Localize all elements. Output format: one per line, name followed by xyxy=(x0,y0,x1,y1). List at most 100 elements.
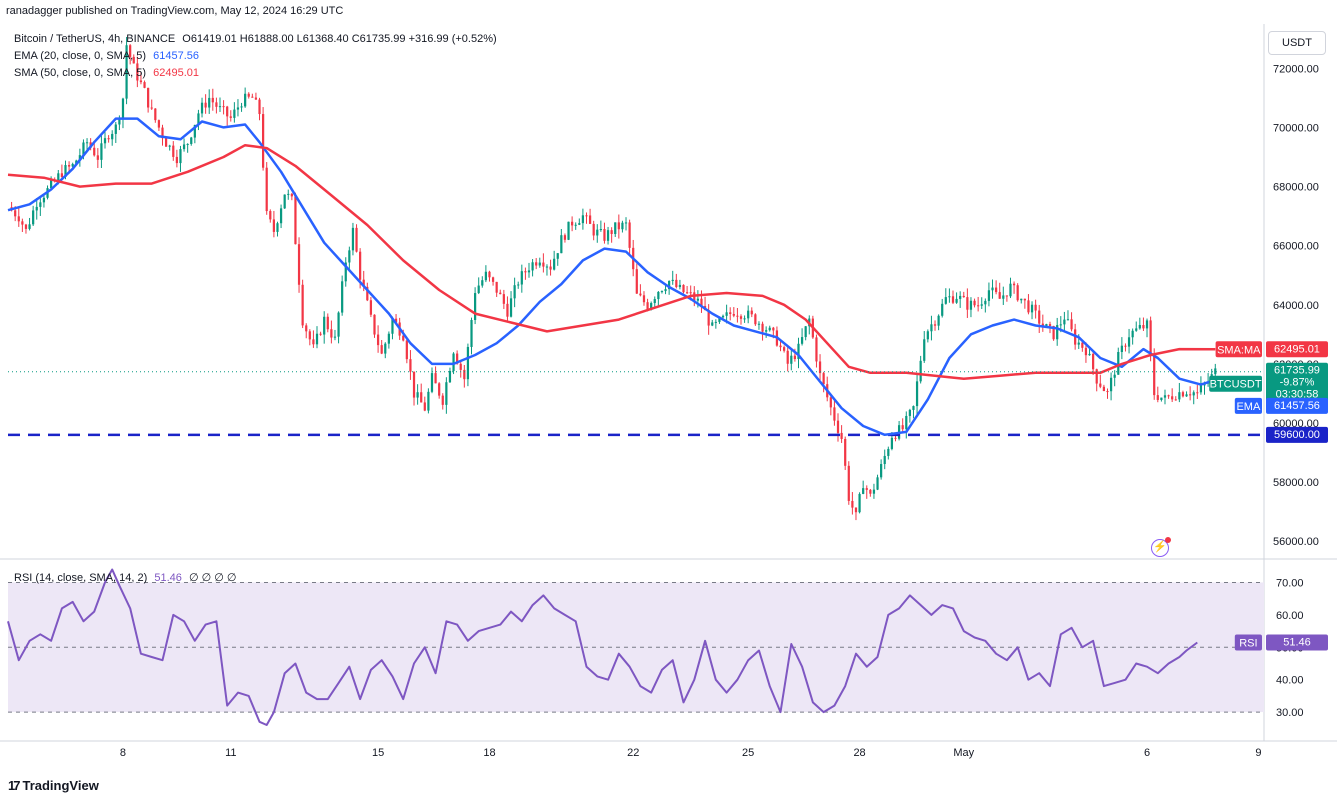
rsi-tick-label: 30.00 xyxy=(1276,707,1304,719)
candle-body xyxy=(660,291,664,293)
legend-ema-row[interactable]: EMA (20, close, 0, SMA, 5) 61457.56 xyxy=(14,50,199,62)
candle-body xyxy=(179,149,182,164)
rsi-tag-label-box xyxy=(1234,634,1262,651)
candle-body xyxy=(567,221,570,240)
candle-body xyxy=(161,127,164,139)
candle-body xyxy=(707,310,710,326)
candle-body xyxy=(438,383,441,396)
candle-body xyxy=(323,316,326,335)
candle-body xyxy=(348,250,351,263)
candle-body xyxy=(136,63,139,81)
candle-body xyxy=(391,318,394,334)
rsi-tick-label: 40.00 xyxy=(1276,675,1304,687)
candle-body xyxy=(872,489,876,494)
candle-body xyxy=(858,493,861,513)
candle-body xyxy=(39,202,42,207)
candle-body xyxy=(233,109,236,118)
time-tick-label: 25 xyxy=(742,747,754,759)
candle-body xyxy=(463,369,466,380)
candle-body xyxy=(682,284,685,293)
candle-body xyxy=(671,279,674,282)
legend-sma-label: SMA (50, close, 0, SMA, 5) xyxy=(14,67,147,79)
candle-body xyxy=(973,300,976,306)
candle-body xyxy=(955,298,958,303)
candle-body xyxy=(182,144,186,150)
candle-body xyxy=(905,415,908,430)
candle-body xyxy=(100,143,103,160)
candle-body xyxy=(700,298,703,307)
candle-body xyxy=(1027,300,1030,313)
candle-body xyxy=(553,258,556,270)
candle-body xyxy=(718,317,721,322)
candle-body xyxy=(308,331,311,340)
candle-body xyxy=(991,287,994,291)
candle-body xyxy=(1059,324,1062,326)
candle-body xyxy=(1030,304,1034,313)
candle-body xyxy=(1020,298,1023,301)
rsi-tick-label: 60.00 xyxy=(1276,610,1304,622)
candle-body xyxy=(215,102,218,107)
candle-body xyxy=(265,167,268,212)
candle-body xyxy=(836,420,840,433)
candle-body xyxy=(1041,323,1044,327)
rsi-tag-box xyxy=(1266,634,1328,651)
legend-rsi-row[interactable]: RSI (14, close, SMA, 14, 2) 51.46 ∅ ∅ ∅ … xyxy=(14,571,236,584)
candle-body xyxy=(279,208,283,224)
legend-symbol[interactable]: Bitcoin / TetherUS, 4h, BINANCE xyxy=(14,33,176,45)
candle-body xyxy=(951,296,955,303)
candle-body xyxy=(409,359,412,372)
candle-body xyxy=(204,102,207,108)
candle-body xyxy=(337,312,340,337)
candle-body xyxy=(14,210,17,217)
candle-body xyxy=(1070,319,1073,330)
candle-body xyxy=(1149,320,1152,357)
candle-body xyxy=(545,266,549,268)
candle-body xyxy=(560,235,563,254)
rsi-tag-label: RSI xyxy=(1239,638,1257,650)
candle-body xyxy=(639,293,642,296)
candle-body xyxy=(603,229,606,241)
legend-sma-row[interactable]: SMA (50, close, 0, SMA, 5) 62495.01 xyxy=(14,67,199,79)
candle-body xyxy=(67,165,71,167)
candle-body xyxy=(1005,295,1009,297)
candle-body xyxy=(82,142,85,156)
candle-body xyxy=(1077,342,1080,345)
tradingview-logo[interactable]: 17 TradingView xyxy=(8,778,99,793)
candle-body xyxy=(1045,324,1048,327)
currency-button[interactable]: USDT xyxy=(1268,31,1326,55)
candle-body xyxy=(362,279,365,287)
price-tick-label: 68000.00 xyxy=(1273,182,1319,194)
candle-body xyxy=(373,314,376,335)
candle-body xyxy=(675,279,678,288)
candle-body xyxy=(251,96,254,98)
candle-body xyxy=(729,312,732,314)
legend-rsi-extra: ∅ ∅ ∅ ∅ xyxy=(188,572,237,584)
candle-body xyxy=(761,323,764,332)
rsi-tick-label: 70.00 xyxy=(1276,577,1304,589)
candle-body xyxy=(150,107,153,109)
candle-body xyxy=(1088,353,1091,356)
candle-body xyxy=(980,304,983,306)
candle-body xyxy=(394,318,398,323)
candle-body xyxy=(725,312,728,316)
candle-body xyxy=(642,295,646,303)
price-tick-label: 58000.00 xyxy=(1273,477,1319,489)
candle-body xyxy=(272,219,276,232)
candle-body xyxy=(851,500,854,508)
candle-body xyxy=(172,145,175,157)
candle-body xyxy=(689,292,692,294)
candle-body xyxy=(549,266,552,270)
candle-body xyxy=(208,97,211,108)
candle-body xyxy=(1192,392,1195,396)
btc-tag-box xyxy=(1266,362,1328,405)
candle-body xyxy=(653,299,656,304)
candle-body xyxy=(585,215,588,217)
candle-body xyxy=(1113,374,1116,378)
alert-icon[interactable]: ⚡ xyxy=(1151,537,1171,557)
candle-body xyxy=(847,465,850,501)
sma-tag-label-box xyxy=(1215,341,1262,358)
candle-body xyxy=(854,507,858,513)
candle-body xyxy=(28,224,31,229)
